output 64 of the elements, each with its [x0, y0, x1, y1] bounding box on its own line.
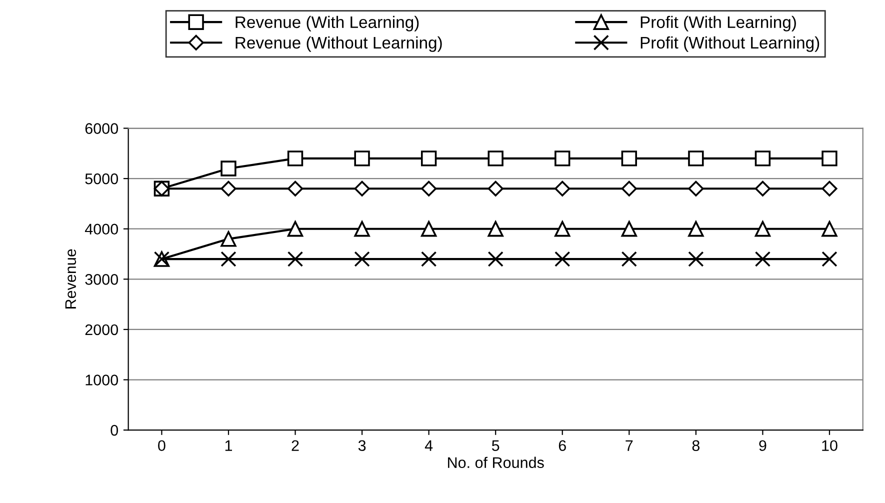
point: [754, 221, 771, 237]
point: [354, 150, 370, 166]
point: [287, 180, 304, 196]
point: [554, 221, 570, 237]
x-tick-label: 9: [759, 440, 766, 452]
point: [621, 180, 637, 196]
point: [220, 251, 236, 267]
point: [421, 180, 437, 196]
legend-label: Profit (Without Learning): [640, 36, 820, 52]
x-tick-label: 1: [225, 440, 232, 451]
point: [420, 251, 437, 267]
legend-label: Profit (With Learning): [640, 16, 796, 32]
x-tick-label: 7: [626, 440, 633, 451]
y-tick-label: 6000: [85, 123, 118, 134]
x-tick-label: 5: [492, 440, 500, 452]
x-tick-label: 8: [692, 440, 700, 452]
point: [554, 180, 570, 196]
point: [354, 221, 370, 237]
point: [488, 150, 504, 166]
y-tick-label: 5000: [85, 173, 118, 184]
y-tick-label: 1000: [86, 374, 118, 386]
x-tick-label: 6: [558, 440, 566, 452]
point: [621, 150, 638, 166]
point: [488, 221, 504, 237]
point: [287, 221, 304, 237]
point: [354, 251, 370, 267]
y-tick-label: 2000: [85, 324, 118, 336]
point: [354, 180, 370, 196]
point: [621, 221, 638, 237]
point: [220, 231, 236, 247]
point: [688, 180, 704, 196]
point: [822, 251, 838, 267]
point: [420, 150, 437, 166]
x-tick-label: 10: [822, 440, 838, 452]
point: [220, 160, 236, 176]
point: [754, 251, 771, 267]
x-tick-label: 3: [358, 440, 366, 452]
point: [488, 251, 504, 267]
legend-label: Revenue (Without Learning): [236, 36, 442, 52]
point: [220, 180, 236, 196]
point: [420, 221, 437, 237]
point: [754, 180, 770, 196]
point: [688, 221, 704, 237]
x-tick-label: 4: [424, 440, 433, 451]
point: [287, 150, 304, 166]
point: [554, 150, 570, 166]
point: [822, 180, 838, 196]
point: [688, 150, 704, 166]
point: [822, 150, 838, 166]
point: [287, 251, 304, 267]
point: [822, 221, 838, 237]
y-tick-label: 3000: [85, 274, 118, 285]
y-axis-title: Revenue: [65, 249, 76, 308]
point: [688, 251, 704, 267]
x-tick-label: 2: [292, 440, 299, 451]
legend-label: Revenue (With Learning): [236, 16, 419, 32]
point: [754, 150, 771, 166]
x-tick-label: 0: [158, 440, 166, 452]
y-tick-label: 0: [110, 424, 118, 436]
y-tick-label: 4000: [84, 224, 118, 235]
x-axis-title: No. of Rounds: [448, 456, 544, 468]
point: [621, 251, 638, 267]
point: [554, 251, 570, 267]
point: [488, 180, 504, 196]
